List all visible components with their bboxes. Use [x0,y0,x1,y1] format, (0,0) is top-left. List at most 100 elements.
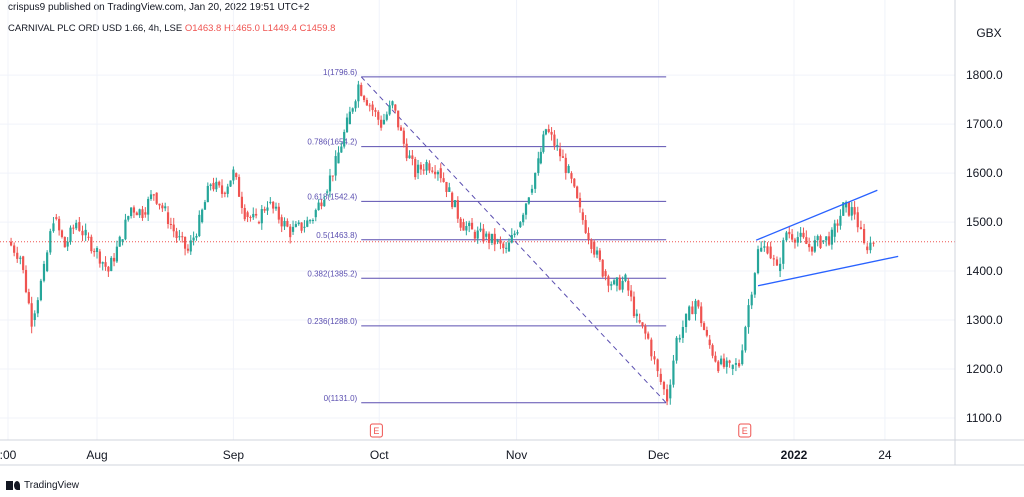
candle-body [448,187,451,192]
candle-body [317,202,320,211]
candle-body [516,232,519,234]
candle-body [775,259,779,266]
candle-body [502,243,505,249]
candle-body [425,161,428,171]
candle-body [734,363,738,365]
y-tick-label: 1500.0 [966,215,1003,229]
candle-body [476,230,479,239]
candle-body [513,233,516,236]
candle-body [772,258,775,260]
candle-body [306,220,309,227]
candle-body [833,223,836,237]
channel-line[interactable] [755,189,878,241]
candle-body [615,277,619,286]
fib-level-label: 0.236(1288.0) [307,317,357,326]
candle-body [604,271,607,277]
candle-body [104,262,107,267]
candle-body [744,327,747,351]
candle-body [60,230,64,237]
candle-body [711,345,714,356]
candle-body [223,192,226,194]
candle-body [799,232,802,237]
candle-body [130,207,133,217]
candle-body [691,306,694,315]
candle-body [22,256,25,270]
candle-body [445,181,448,192]
price-axis[interactable]: GBX 1100.0 1200.0 1300.0 1400.0 1500.0 1600.0 1… [954,0,1003,465]
candle-body [530,188,534,193]
candle-body [138,209,141,216]
candle-body [402,130,405,144]
candle-body [581,212,584,221]
candle-body [666,389,669,402]
candle-body [260,209,263,224]
candle-body [112,257,116,262]
candle-body [36,300,39,314]
candle-body [433,171,437,175]
candle-body [618,277,621,290]
x-tick-label: :00 [0,448,17,462]
candle-body [573,178,576,187]
earnings-marker[interactable] [738,423,752,438]
candle-body [237,177,241,197]
candle-body [635,313,638,317]
candle-body [737,363,741,367]
candle-body [147,198,150,215]
candle-body [717,361,720,372]
candle-body [178,236,181,238]
candle-body [436,171,440,175]
fib-trend-line[interactable] [360,76,667,404]
candle-body [203,202,207,210]
candle-body [872,242,875,244]
candle-body [684,313,688,327]
candle-body [24,269,28,293]
fib-level-label: 1(1796.6) [323,68,358,77]
candle-body [115,246,119,262]
candle-body [793,239,797,243]
candle-body [507,242,511,252]
fib-level-label: 0.382(1385.2) [307,269,357,278]
candle-body [678,337,681,340]
candle-body [842,202,845,216]
candle-body [331,175,334,177]
candle-body [468,222,471,227]
candle-body [456,200,459,219]
earnings-marker[interactable] [369,423,383,438]
grid [0,0,955,440]
candle-body [624,274,627,281]
candle-body [164,206,167,209]
fib-retracement[interactable]: 1(1796.6) 0.786(1654.2) 0.618(1542.4) 0.5(1… [307,68,667,404]
candle-body [46,252,49,272]
candle-body [595,250,599,255]
candle-body [95,247,99,252]
candle-body [779,263,782,272]
y-tick-label: 1600.0 [966,166,1003,180]
rising-channel[interactable] [755,189,899,287]
candle-body [519,222,522,227]
candle-body [124,219,127,240]
candle-body [169,223,172,225]
candle-body [343,132,346,147]
candle-body [365,99,369,106]
candle-body [90,236,93,252]
candle-body [101,262,104,264]
candle-body [149,194,153,199]
candle-body [539,151,542,164]
candle-body [58,218,61,231]
candle-body [388,105,391,115]
candle-body [656,359,659,372]
channel-line[interactable] [757,255,899,287]
candle-body [681,326,684,338]
candle-body [27,292,30,304]
candle-body [856,212,859,228]
candle-body [181,236,184,238]
candle-body [522,214,525,223]
candle-body [796,237,799,243]
candle-body [93,251,96,253]
candle-body [311,219,315,221]
candle-body [819,236,822,248]
candle-body [240,196,244,208]
time-axis[interactable]: :00 Aug Sep Oct Nov Dec 2022 24 E E [0,423,1024,466]
candle-body [561,156,565,158]
